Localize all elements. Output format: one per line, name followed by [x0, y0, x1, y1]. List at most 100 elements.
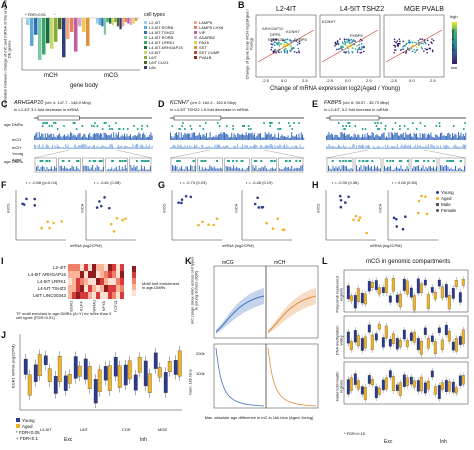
b-title-1: L2-4IT — [276, 6, 297, 13]
b-point — [296, 44, 299, 46]
i-heat-cell — [76, 285, 80, 292]
zoom-mcg — [288, 166, 290, 171]
mcg-bar — [297, 137, 299, 140]
b-point — [408, 41, 411, 44]
mch-bar — [110, 144, 112, 149]
dmr-mark — [118, 128, 120, 130]
mcg-bar — [176, 132, 177, 140]
g-stat-1: r = -0.73 (0.03) — [180, 180, 207, 185]
zoom-mcg — [393, 169, 394, 171]
b-point — [272, 50, 275, 53]
mch-bar — [422, 146, 423, 149]
aged-point — [40, 226, 43, 230]
zoom-mcg — [292, 169, 294, 171]
zoom-dmr — [344, 160, 347, 162]
mch-bar — [44, 147, 46, 149]
zoom-mcg — [76, 166, 78, 171]
zoom-mcg — [297, 167, 299, 171]
j-box — [117, 365, 122, 388]
mcg-bar — [273, 136, 275, 140]
zoom-mcg — [300, 165, 302, 171]
zoom-dmr — [62, 160, 65, 162]
mch-bar — [340, 146, 342, 149]
j-box — [143, 360, 148, 387]
mcg-bar — [203, 134, 205, 140]
i-cbar-step — [132, 278, 136, 284]
mcg-bar — [383, 132, 385, 140]
l-box — [374, 386, 378, 399]
l-box — [353, 329, 357, 343]
mcg-bar — [425, 137, 427, 140]
b-point — [416, 46, 418, 49]
mcg-bar — [371, 132, 373, 140]
b-point — [393, 38, 396, 41]
zoom-mcg — [123, 168, 125, 171]
zoom-mcg — [77, 168, 79, 171]
b-tick-7: -2.5 — [390, 78, 397, 83]
b-point — [417, 39, 420, 42]
young-point — [103, 196, 106, 199]
zoom-mcg — [112, 169, 114, 171]
j-box — [43, 355, 48, 365]
mch-bar — [183, 146, 185, 149]
aged-point — [357, 219, 361, 222]
aged-point — [358, 216, 362, 219]
mch-bar — [226, 144, 228, 149]
i-heat-cell — [80, 271, 84, 278]
dmr-mark — [269, 125, 272, 127]
mcg-bar — [410, 133, 411, 140]
young-point — [347, 195, 350, 199]
mcg-bar — [347, 134, 349, 140]
mch-bar — [418, 146, 420, 149]
mcg-bar — [108, 135, 110, 140]
zoom-mcg — [337, 167, 338, 171]
i-heat-cell — [76, 278, 80, 285]
a-bar-mcg — [127, 18, 130, 24]
zoom-mcg — [212, 167, 214, 171]
zoom-dmr — [216, 160, 219, 162]
zoom-dmr — [232, 160, 235, 162]
zoom-mcg — [416, 165, 418, 171]
dmr-mark — [378, 128, 381, 130]
b-point — [415, 42, 418, 44]
mcg-bar — [441, 132, 443, 140]
mcg-bar — [274, 133, 276, 140]
b-point — [408, 49, 411, 51]
mcg-bar — [55, 137, 57, 140]
dmr-mark — [81, 125, 84, 127]
mcg-bar — [298, 133, 300, 140]
b-point — [283, 43, 285, 46]
a-bar-mcg — [98, 18, 101, 25]
mch-bar — [392, 146, 393, 149]
zoom-mcg — [230, 166, 232, 171]
l-box — [402, 278, 406, 291]
zoom-mcg — [253, 168, 255, 171]
mch-bar — [70, 147, 71, 149]
zoom-dmr — [226, 160, 229, 162]
a-legend-col1: L2-4IT L3-5IT RORB L4-5IT TSHZ2 L4-5IT RORB… — [144, 20, 183, 70]
mcg-bar — [183, 134, 185, 140]
mch-bar — [455, 145, 457, 149]
panel-label-d: D — [158, 99, 165, 109]
mch-bar — [288, 147, 290, 149]
zoom-mcg — [405, 169, 406, 171]
zoom-mcg — [55, 167, 57, 171]
mcg-bar — [53, 133, 55, 140]
j-box — [103, 366, 108, 381]
mch-bar — [100, 146, 101, 149]
zoom-mcg — [221, 168, 223, 171]
mcg-bar — [103, 132, 105, 140]
zoom-mcg — [228, 166, 230, 171]
a-bar-mch — [30, 18, 34, 46]
mch-bar — [400, 145, 402, 149]
i-heat-cell — [112, 278, 116, 285]
j-box — [47, 368, 52, 382]
mcg-bar — [212, 137, 213, 140]
mch-bar — [419, 144, 421, 149]
l-box — [356, 335, 360, 347]
mch-bar — [438, 147, 440, 149]
mcg-bar — [351, 136, 353, 140]
aged-point — [282, 228, 286, 232]
j-box — [123, 364, 128, 386]
l-box — [384, 377, 388, 390]
